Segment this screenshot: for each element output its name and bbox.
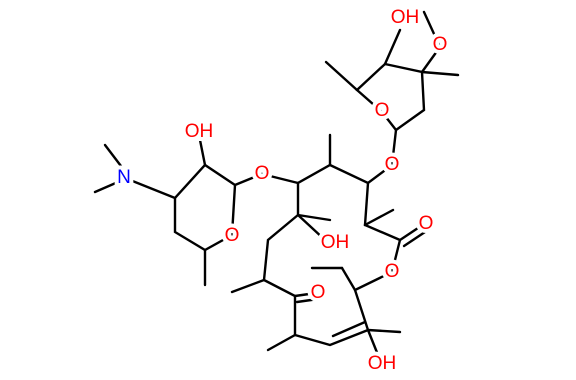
- atom-label: OH: [321, 232, 350, 253]
- atom-label: O: [385, 154, 400, 175]
- atom-label: O: [255, 163, 270, 184]
- atom-label: O: [311, 282, 326, 303]
- atom-label: O: [385, 261, 400, 282]
- atom-label: O: [419, 213, 434, 234]
- bonds: [93, 10, 460, 357]
- atom-label: OH: [368, 353, 397, 374]
- atom-label: O: [433, 34, 448, 55]
- atom-label: OH: [185, 121, 214, 142]
- atom-label: N: [117, 167, 131, 188]
- atom-labels: OH O O O OH N O O O OH O O OH: [113, 3, 451, 378]
- atom-label: OH: [391, 7, 420, 28]
- atom-label: O: [225, 225, 240, 246]
- atom-label: O: [375, 100, 390, 121]
